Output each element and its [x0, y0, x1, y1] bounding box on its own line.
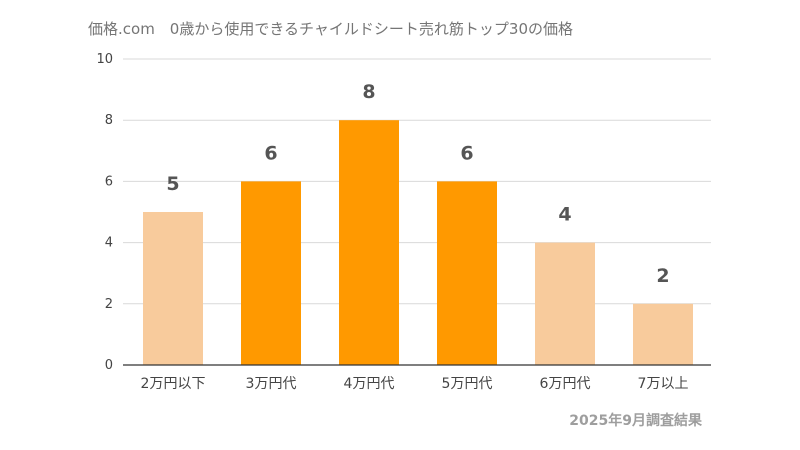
- x-tick-label: 6万円代: [540, 376, 591, 392]
- data-label: 5: [166, 173, 179, 195]
- bar: [437, 181, 497, 365]
- y-tick-label: 2: [105, 297, 113, 312]
- y-tick-label: 4: [105, 236, 113, 251]
- data-label: 6: [460, 142, 473, 164]
- y-tick-label: 6: [105, 174, 113, 189]
- x-tick-label: 2万円以下: [141, 376, 206, 392]
- x-tick-label: 3万円代: [246, 376, 297, 392]
- bar: [339, 120, 399, 365]
- y-tick-label: 10: [96, 52, 113, 67]
- x-tick-label: 5万円代: [442, 376, 493, 392]
- chart-title: 価格.com 0歳から使用できるチャイルドシート売れ筋トップ30の価格: [88, 20, 573, 38]
- data-label: 8: [362, 81, 375, 103]
- x-tick-label: 4万円代: [344, 376, 395, 392]
- data-label: 2: [656, 265, 669, 287]
- data-label: 6: [264, 142, 277, 164]
- bar: [143, 212, 203, 365]
- x-tick-label: 7万以上: [638, 376, 689, 392]
- data-label: 4: [558, 204, 571, 226]
- bar: [535, 242, 595, 365]
- bar: [241, 181, 301, 365]
- y-tick-label: 0: [105, 358, 113, 373]
- survey-note: 2025年9月調査結果: [569, 412, 703, 429]
- y-tick-label: 8: [105, 113, 113, 128]
- bar: [633, 303, 693, 365]
